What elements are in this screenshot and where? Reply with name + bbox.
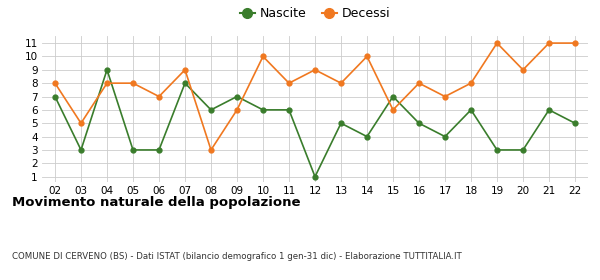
Legend: Nascite, Decessi: Nascite, Decessi — [235, 2, 395, 25]
Text: Movimento naturale della popolazione: Movimento naturale della popolazione — [12, 196, 301, 209]
Text: COMUNE DI CERVENO (BS) - Dati ISTAT (bilancio demografico 1 gen-31 dic) - Elabor: COMUNE DI CERVENO (BS) - Dati ISTAT (bil… — [12, 252, 462, 261]
